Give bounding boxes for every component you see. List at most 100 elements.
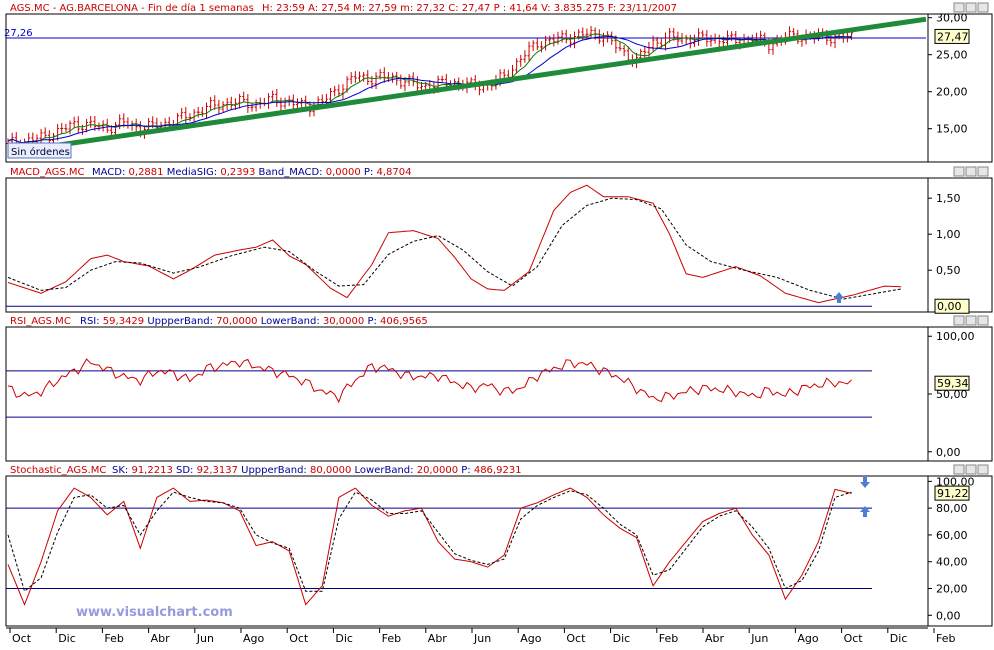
panel-1-window-button-0[interactable] [953, 166, 965, 177]
panel-2-window-button-1[interactable] [965, 315, 977, 326]
panel-1-window-button-1[interactable] [965, 166, 977, 177]
rsi-series-rsi [7, 358, 852, 404]
macd-stat-value-0: 0,2881 [129, 167, 164, 178]
price-stat-value-0: 23:59 [276, 3, 305, 14]
macd-axis-area [927, 177, 993, 313]
stoch-current-value: 91,22 [937, 487, 969, 500]
macd-stats: MACD: 0,2881 MediaSIG: 0,2393 Band_MACD:… [92, 167, 412, 178]
price-stat-label-6: V: [538, 3, 554, 14]
price-stat-label-2: M: [350, 3, 368, 14]
panel-0-window-button-0[interactable] [953, 2, 965, 13]
x-label-3: Abr [151, 632, 171, 645]
price-tick-label-1: 20,00 [936, 86, 968, 99]
panel-2-window-button-0[interactable] [953, 315, 965, 326]
x-label-8: Feb [382, 632, 401, 645]
price-reference-label: 27,26 [4, 28, 33, 39]
stoch-series-sd [7, 490, 852, 593]
stochastic-panel: Stochastic_AGS.MC SK: 91,2213 SD: 92,313… [5, 465, 993, 627]
macd-series-macd [7, 184, 902, 304]
panel-0-window-button-2[interactable] [977, 2, 989, 13]
price-stat-label-0: H: [262, 3, 276, 14]
price-current-value-box [934, 28, 970, 44]
panel-3-window-button-0[interactable] [953, 464, 965, 475]
order-button-frame[interactable] [7, 142, 72, 159]
x-label-5: Ago [243, 632, 265, 645]
price-tick-label-2: 25,00 [936, 49, 968, 62]
price-title: AGS.MC - AG.BARCELONA - Fin de día 1 sem… [10, 2, 254, 14]
stoch-tick-label-0: 0,00 [936, 609, 961, 622]
macd-stat-label-3: P: [361, 167, 377, 178]
macd-current-value-box [934, 298, 970, 314]
rsi-stat-value-1: 70,0000 [216, 316, 257, 327]
rsi-stats: RSI: 59,3429 UppperBand: 70,0000 LowerBa… [80, 316, 428, 327]
stoch-stat-label-1: SD: [173, 465, 197, 476]
x-label-11: Ago [520, 632, 542, 645]
x-label-16: Jun [750, 632, 768, 645]
rsi-current-value: 59,34 [937, 377, 969, 390]
macd-stat-value-3: 4,8704 [377, 167, 412, 178]
panel-3-window-button-2[interactable] [977, 464, 989, 475]
price-tick-label-3: 30,00 [936, 12, 968, 25]
panel-1-window-button-2[interactable] [977, 166, 989, 177]
x-label-2: Feb [104, 632, 123, 645]
stochastic-sell-arrow-icon [860, 477, 870, 488]
stochastic-buy-arrow-icon [860, 506, 870, 517]
price-stat-value-5: 41,64 [509, 3, 538, 14]
stoch-stat-label-2: UppperBand: [238, 465, 310, 476]
macd-stat-value-1: 0,2393 [220, 167, 255, 178]
rsi-stat-label-0: RSI: [80, 316, 103, 327]
macd-tick-label-0: 0,50 [936, 264, 961, 277]
trendline [7, 16, 927, 155]
price-stat-value-1: 27,54 [321, 3, 350, 14]
rsi-panel: RSI_AGS.MC RSI: 59,3429 UppperBand: 70,0… [5, 316, 993, 462]
order-button[interactable]: Sin órdenes [7, 142, 72, 159]
stoch-stat-value-0: 91,2213 [131, 465, 172, 476]
x-label-14: Feb [659, 632, 678, 645]
price-stat-label-5: P : [490, 3, 509, 14]
rsi-stat-label-2: LowerBand: [258, 316, 323, 327]
macd-plot-area [5, 177, 929, 313]
macd-stat-label-2: Band_MACD: [255, 167, 325, 178]
rsi-stat-value-0: 59,3429 [103, 316, 144, 327]
macd-stat-value-2: 0,0000 [326, 167, 361, 178]
moving-average-slow [7, 35, 852, 144]
x-label-4: Jun [196, 632, 214, 645]
panel-0-window-button-1[interactable] [965, 2, 977, 13]
stoch-tick-label-1: 20,00 [936, 583, 968, 596]
stoch-stat-value-2: 80,0000 [310, 465, 351, 476]
price-current-value: 27,47 [937, 30, 969, 43]
rsi-stat-label-3: P: [364, 316, 380, 327]
rsi-stat-value-3: 406,9565 [380, 316, 428, 327]
price-stat-value-2: 27,59 [368, 3, 397, 14]
rsi-stat-label-1: UppperBand: [144, 316, 216, 327]
order-button-label[interactable]: Sin órdenes [11, 146, 70, 158]
panel-3-window-button-1[interactable] [965, 464, 977, 475]
rsi-plot-area [5, 326, 929, 462]
stoch-stat-value-1: 92,3137 [197, 465, 238, 476]
price-stat-value-7: 23/11/2007 [619, 3, 677, 14]
stoch-tick-label-5: 100,00 [936, 475, 975, 488]
x-label-19: Dic [890, 632, 908, 645]
stoch-stat-value-3: 20,0000 [417, 465, 458, 476]
stochastic-stats: SK: 91,2213 SD: 92,3137 UppperBand: 80,0… [112, 465, 522, 476]
x-label-9: Abr [428, 632, 448, 645]
price-stats: H: 23:59 A: 27,54 M: 27,59 m: 27,32 C: 2… [262, 3, 677, 14]
x-label-10: Jun [473, 632, 491, 645]
stoch-tick-label-4: 80,00 [936, 502, 968, 515]
rsi-tick-label-1: 50,00 [936, 388, 968, 401]
x-label-15: Abr [705, 632, 725, 645]
x-label-0: Oct [12, 632, 32, 645]
macd-stat-label-1: MediaSIG: [164, 167, 221, 178]
macd-tick-label-2: 1,50 [936, 192, 961, 205]
price-stat-label-3: m: [397, 3, 416, 14]
price-stat-label-4: C: [445, 3, 462, 14]
x-label-17: Ago [797, 632, 819, 645]
watermark: www.visualchart.com [76, 605, 233, 620]
price-stat-label-7: F: [605, 3, 620, 14]
stoch-stat-label-4: P: [458, 465, 474, 476]
panel-2-window-button-2[interactable] [977, 315, 989, 326]
x-label-18: Oct [844, 632, 864, 645]
x-label-1: Dic [58, 632, 76, 645]
x-label-12: Oct [566, 632, 586, 645]
